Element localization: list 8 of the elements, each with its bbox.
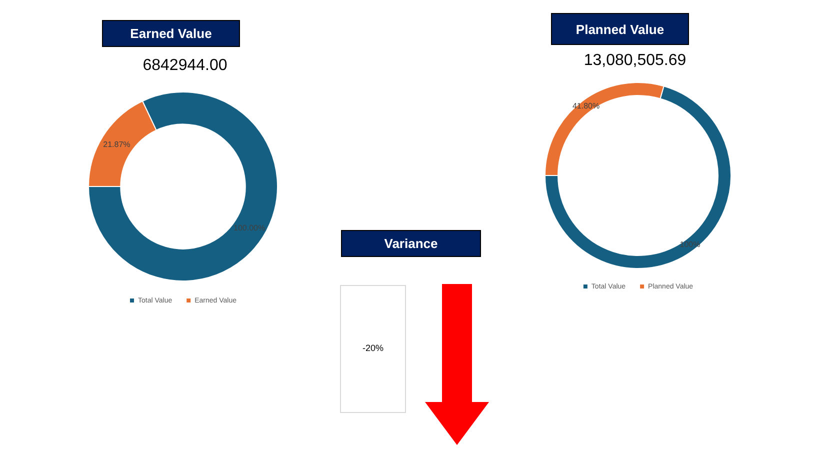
data-label: 100.00% (234, 224, 266, 233)
chart-subtitle: 6842944.00 (142, 57, 228, 75)
chart-title: Planned Value (551, 13, 689, 45)
chart-subtitle: 13,080,505.69 (582, 52, 688, 70)
text: Variance (341, 230, 481, 257)
data-label: 21.87% (103, 140, 130, 149)
text: -20% (361, 343, 384, 353)
chart-title: Earned Value (102, 20, 240, 47)
